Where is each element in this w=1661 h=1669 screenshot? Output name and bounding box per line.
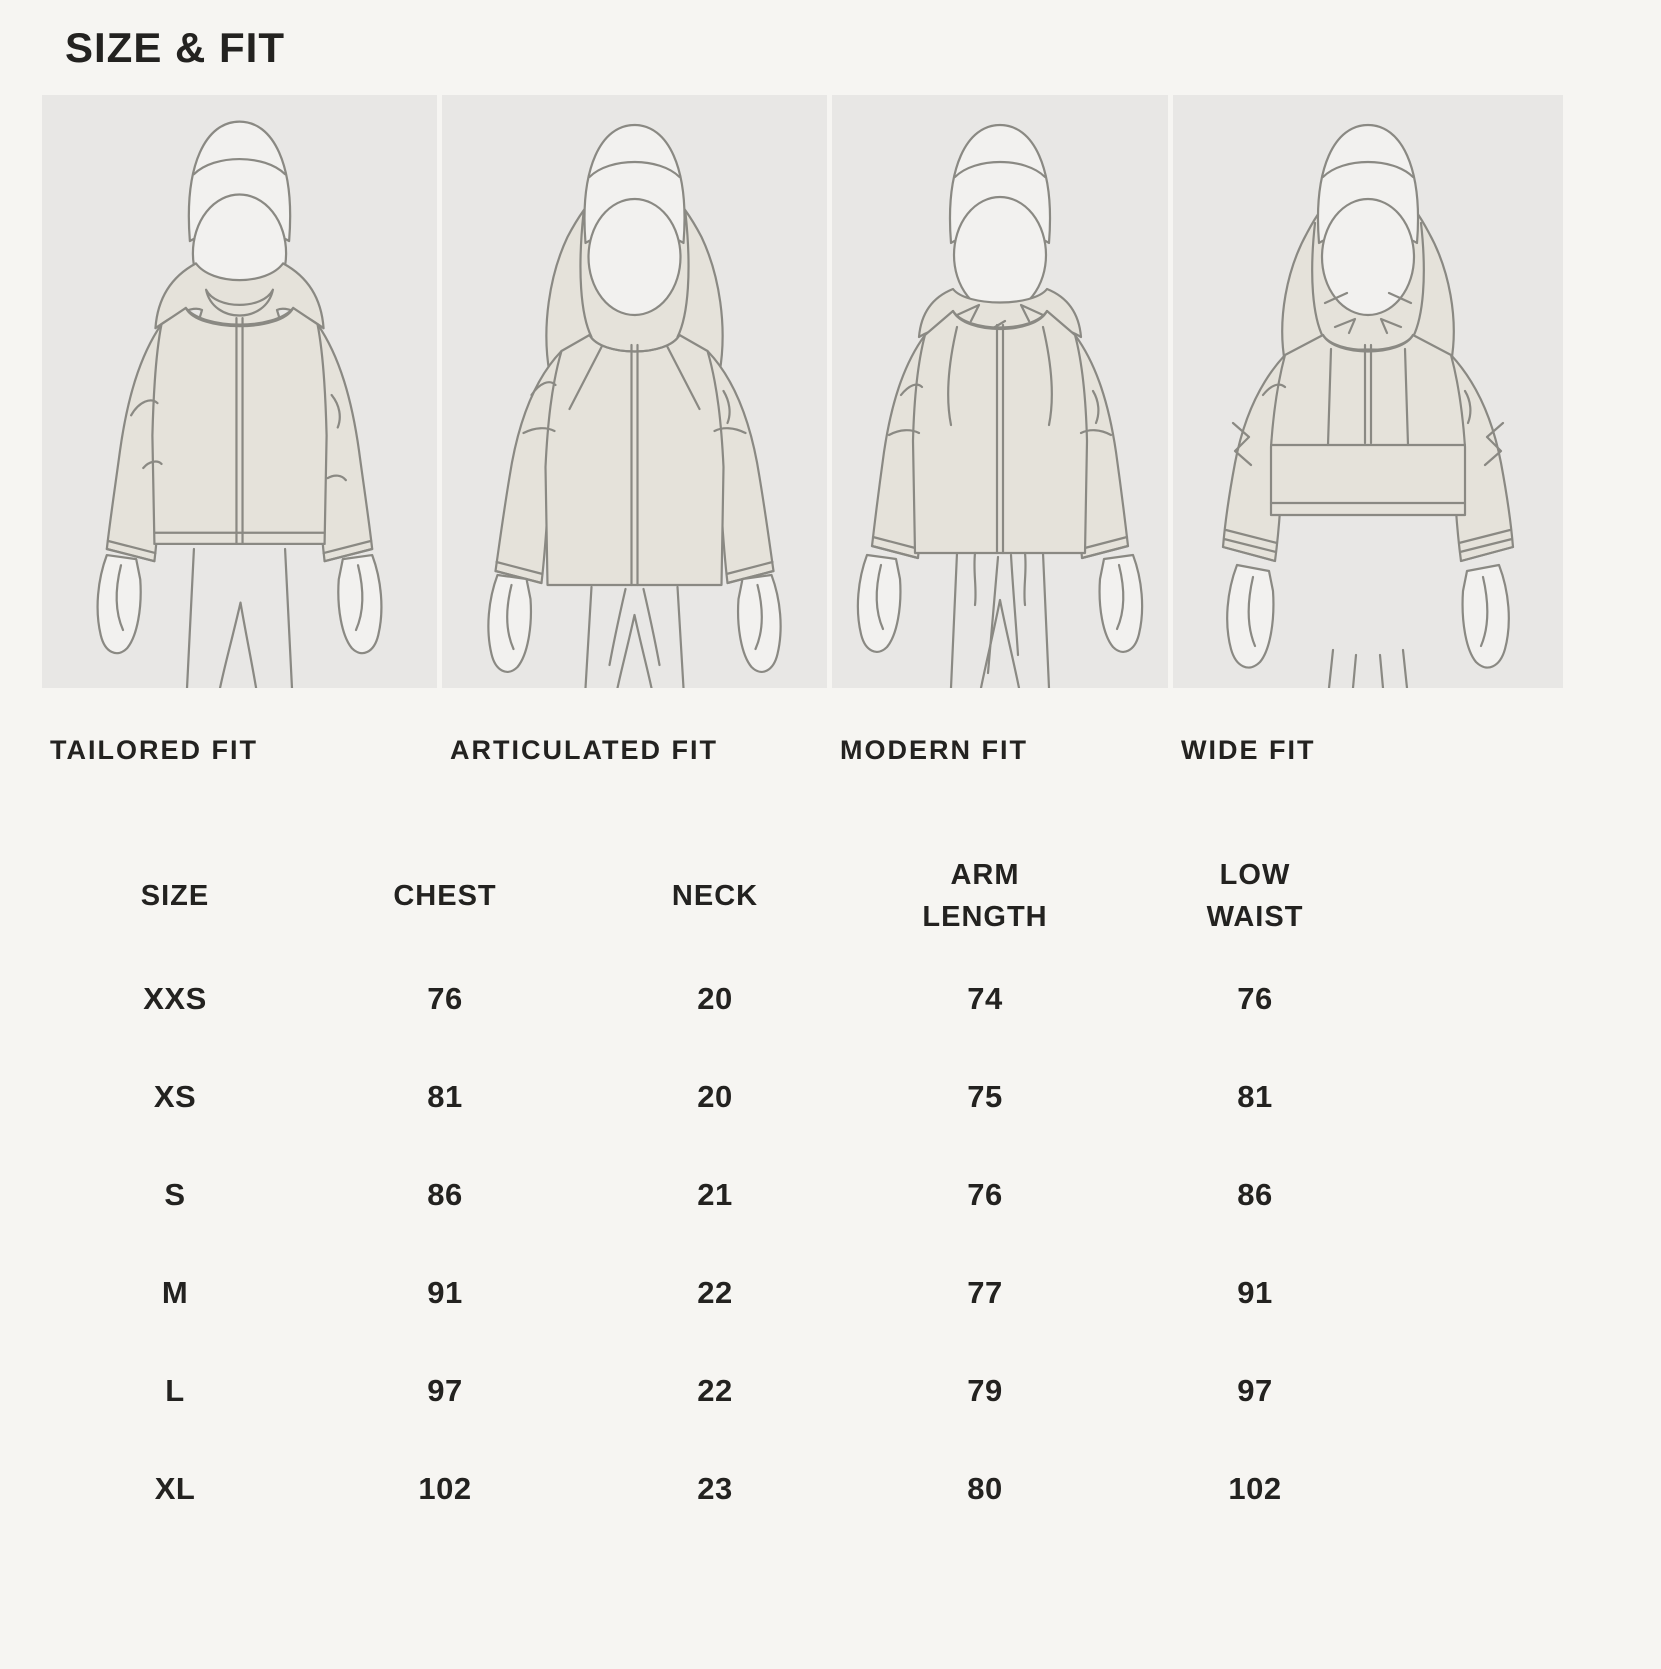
cell-size: XXS bbox=[143, 981, 207, 1016]
cell-low-waist: 91 bbox=[1237, 1275, 1273, 1310]
cell-neck: 20 bbox=[697, 981, 733, 1016]
cell-neck: 22 bbox=[697, 1275, 733, 1310]
col-header-size: SIZE bbox=[140, 879, 210, 912]
col-header-arm-length: ARM LENGTH bbox=[922, 858, 1048, 933]
modern-fit-figure bbox=[856, 123, 1144, 688]
cell-arm-length: 75 bbox=[967, 1079, 1003, 1114]
tailored-fit-figure bbox=[96, 120, 383, 688]
fit-label-articulated: ARTICULATED FIT bbox=[450, 735, 718, 765]
articulated-fit-figure bbox=[487, 123, 782, 688]
cell-chest: 102 bbox=[418, 1471, 472, 1506]
cell-low-waist: 86 bbox=[1237, 1177, 1273, 1212]
cell-low-waist: 102 bbox=[1228, 1471, 1282, 1506]
cell-chest: 86 bbox=[427, 1177, 463, 1212]
fit-box-modern bbox=[832, 95, 1168, 688]
cell-arm-length: 77 bbox=[967, 1275, 1003, 1310]
fit-label-wide: WIDE FIT bbox=[1181, 735, 1316, 765]
size-row-l: L 97 22 79 97 bbox=[40, 1342, 1390, 1440]
cell-size: S bbox=[164, 1177, 186, 1212]
wide-fit-figure bbox=[1221, 123, 1515, 688]
fit-labels-row: TAILORED FIT ARTICULATED FIT MODERN FIT … bbox=[42, 734, 1563, 766]
cell-chest: 81 bbox=[427, 1079, 463, 1114]
fit-illustrations bbox=[42, 95, 1563, 688]
size-row-xxs: XXS 76 20 74 76 bbox=[40, 950, 1390, 1048]
fit-label-tailored: TAILORED FIT bbox=[50, 735, 258, 765]
page-title: SIZE & FIT bbox=[65, 24, 285, 71]
cell-arm-length: 74 bbox=[967, 981, 1003, 1016]
cell-neck: 23 bbox=[697, 1471, 733, 1506]
size-row-xl: XL 102 23 80 102 bbox=[40, 1440, 1390, 1538]
cell-low-waist: 97 bbox=[1237, 1373, 1273, 1408]
cell-neck: 22 bbox=[697, 1373, 733, 1408]
col-header-low-waist: LOW WAIST bbox=[1206, 858, 1304, 933]
size-row-s: S 86 21 76 86 bbox=[40, 1146, 1390, 1244]
cell-size: XL bbox=[154, 1471, 196, 1506]
cell-chest: 97 bbox=[427, 1373, 463, 1408]
cell-size: L bbox=[165, 1373, 185, 1408]
col-header-chest: CHEST bbox=[393, 879, 497, 912]
cell-chest: 91 bbox=[427, 1275, 463, 1310]
cell-size: M bbox=[161, 1275, 189, 1310]
size-row-xs: XS 81 20 75 81 bbox=[40, 1048, 1390, 1146]
size-table: SIZE CHEST NECK ARM LENGTH LOW WAIST XXS… bbox=[40, 842, 1390, 1538]
cell-arm-length: 76 bbox=[967, 1177, 1003, 1212]
cell-chest: 76 bbox=[427, 981, 463, 1016]
fit-label-modern: MODERN FIT bbox=[840, 735, 1028, 765]
fit-box-wide bbox=[1173, 95, 1563, 688]
cell-arm-length: 79 bbox=[967, 1373, 1003, 1408]
cell-size: XS bbox=[153, 1079, 197, 1114]
fit-box-tailored bbox=[42, 95, 437, 688]
size-fit-section: SIZE & FIT bbox=[0, 24, 1661, 1538]
size-table-header-row: SIZE CHEST NECK ARM LENGTH LOW WAIST bbox=[40, 842, 1390, 950]
cell-arm-length: 80 bbox=[967, 1471, 1003, 1506]
cell-low-waist: 76 bbox=[1237, 981, 1273, 1016]
fit-box-articulated bbox=[442, 95, 827, 688]
size-row-m: M 91 22 77 91 bbox=[40, 1244, 1390, 1342]
cell-neck: 21 bbox=[697, 1177, 733, 1212]
cell-low-waist: 81 bbox=[1237, 1079, 1273, 1114]
col-header-neck: NECK bbox=[671, 879, 759, 912]
cell-neck: 20 bbox=[697, 1079, 733, 1114]
